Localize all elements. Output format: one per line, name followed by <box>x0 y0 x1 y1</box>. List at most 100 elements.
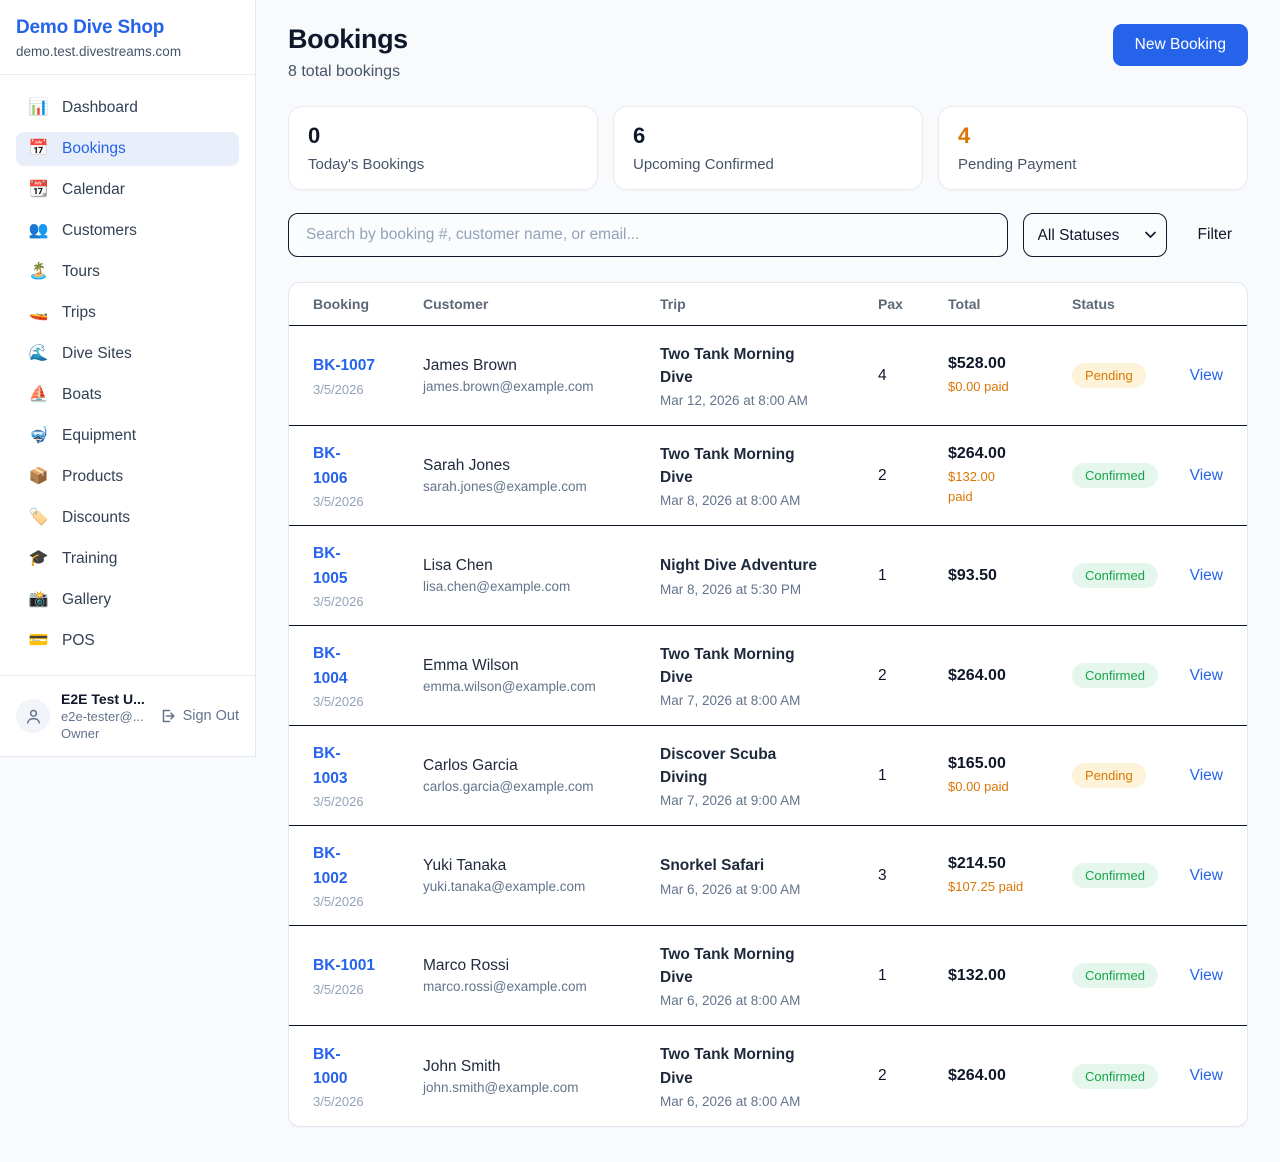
customer-email: yuki.tanaka@example.com <box>423 879 586 894</box>
paid-amount: $0.00 paid <box>948 778 1009 794</box>
sidebar-item-boats[interactable]: ⛵ Boats <box>16 378 239 412</box>
trip-name: Two Tank Morning Dive <box>660 645 795 686</box>
sidebar-item-dive-sites[interactable]: 🌊 Dive Sites <box>16 337 239 371</box>
filter-button[interactable]: Filter <box>1182 226 1248 244</box>
customer-name: Yuki Tanaka <box>423 857 507 874</box>
stat-value: 6 <box>633 123 646 148</box>
view-link[interactable]: View <box>1189 666 1223 684</box>
view-link[interactable]: View <box>1189 966 1223 984</box>
total-cell: $93.50 <box>948 567 1072 585</box>
pax-value: 1 <box>878 766 887 784</box>
sign-out-button[interactable]: Sign Out <box>160 708 239 724</box>
customer-cell: Emma Wilson emma.wilson@example.com <box>423 657 660 694</box>
total-cell: $264.00 <box>948 1067 1072 1085</box>
stat-label: Upcoming Confirmed <box>633 156 774 173</box>
new-booking-button[interactable]: New Booking <box>1112 24 1248 66</box>
customer-name: James Brown <box>423 357 517 374</box>
view-link[interactable]: View <box>1189 766 1223 784</box>
sidebar-item-tours[interactable]: 🏝️ Tours <box>16 255 239 289</box>
page-title-block: Bookings 8 total bookings <box>288 24 408 81</box>
sidebar-item-gallery[interactable]: 📸 Gallery <box>16 583 239 617</box>
camera-icon: 📸 <box>28 591 49 608</box>
trip-cell: Night Dive Adventure Mar 8, 2026 at 5:30… <box>660 554 878 596</box>
sidebar-item-discounts[interactable]: 🏷️ Discounts <box>16 501 239 535</box>
trip-cell: Two Tank Morning Dive Mar 6, 2026 at 8:0… <box>660 943 878 1009</box>
customer-name: Sarah Jones <box>423 457 511 474</box>
booking-number-link[interactable]: BK-1003 <box>313 745 348 787</box>
pax-value: 1 <box>878 966 887 984</box>
sidebar-item-trips[interactable]: 🚤 Trips <box>16 296 239 330</box>
trip-datetime: Mar 8, 2026 at 8:00 AM <box>660 493 801 509</box>
pax-value: 2 <box>878 466 887 484</box>
sidebar-item-label: Discounts <box>62 509 131 526</box>
filters-row: All Statuses Filter <box>288 213 1248 257</box>
booking-row: BK-1003 3/5/2026 Carlos Garcia carlos.ga… <box>289 726 1247 826</box>
trip-datetime: Mar 6, 2026 at 8:00 AM <box>660 993 801 1009</box>
calendar-icon: 📆 <box>28 181 49 198</box>
main-content: Bookings 8 total bookings New Booking 0 … <box>256 0 1280 1159</box>
trip-name: Two Tank Morning Dive <box>660 1046 795 1087</box>
page-title: Bookings <box>288 24 408 54</box>
sidebar-item-label: Dashboard <box>62 99 138 116</box>
total-amount: $214.50 <box>948 854 1006 872</box>
status-cell: Confirmed <box>1072 1063 1163 1089</box>
total-amount: $264.00 <box>948 666 1006 684</box>
sidebar-item-customers[interactable]: 👥 Customers <box>16 214 239 248</box>
total-amount: $132.00 <box>948 966 1006 984</box>
status-badge: Confirmed <box>1072 463 1158 488</box>
booking-number-link[interactable]: BK-1000 <box>313 1045 348 1087</box>
package-icon: 📦 <box>28 468 49 485</box>
stat-label: Pending Payment <box>958 156 1077 173</box>
booking-number-link[interactable]: BK-1002 <box>313 845 348 887</box>
booking-date: 3/5/2026 <box>313 493 364 509</box>
view-link[interactable]: View <box>1189 1067 1223 1084</box>
customer-cell: Lisa Chen lisa.chen@example.com <box>423 557 660 594</box>
trip-name: Snorkel Safari <box>660 857 765 875</box>
booking-number-link[interactable]: BK-1005 <box>313 545 348 587</box>
graduation-cap-icon: 🎓 <box>28 550 49 567</box>
total-cell: $132.00 <box>948 967 1072 985</box>
user-name: E2E Test U... <box>61 691 145 707</box>
total-amount: $93.50 <box>948 566 997 584</box>
view-link[interactable]: View <box>1189 566 1223 584</box>
sidebar-item-training[interactable]: 🎓 Training <box>16 542 239 576</box>
sidebar-item-calendar[interactable]: 📆 Calendar <box>16 173 239 207</box>
status-cell: Confirmed <box>1072 863 1163 888</box>
booking-date: 3/5/2026 <box>313 793 364 809</box>
search-input[interactable] <box>288 213 1008 257</box>
booking-number-link[interactable]: BK-1001 <box>313 957 376 975</box>
sidebar-item-equipment[interactable]: 🤿 Equipment <box>16 419 239 453</box>
sidebar-item-bookings[interactable]: 📅 Bookings <box>16 132 239 166</box>
sidebar-item-dashboard[interactable]: 📊 Dashboard <box>16 91 239 125</box>
bookings-table: Booking Customer Trip Pax Total Status B… <box>288 282 1248 1127</box>
view-link[interactable]: View <box>1189 366 1223 384</box>
trip-datetime: Mar 7, 2026 at 9:00 AM <box>660 793 801 809</box>
stat-value: 0 <box>308 123 321 148</box>
trip-cell: Discover Scuba Diving Mar 7, 2026 at 9:0… <box>660 743 878 809</box>
status-select[interactable]: All Statuses <box>1022 213 1167 257</box>
customer-cell: James Brown james.brown@example.com <box>423 357 660 394</box>
status-badge: Confirmed <box>1072 1063 1158 1089</box>
view-link[interactable]: View <box>1189 466 1223 484</box>
sidebar-item-label: Tours <box>62 263 100 280</box>
sidebar-item-pos[interactable]: 💳 POS <box>16 624 239 658</box>
avatar <box>16 699 50 733</box>
island-icon: 🏝️ <box>28 263 49 280</box>
dashboard-icon: 📊 <box>28 99 49 116</box>
column-header-total: Total <box>948 296 981 312</box>
sidebar-item-products[interactable]: 📦 Products <box>16 460 239 494</box>
pax-value: 2 <box>878 1067 887 1084</box>
booking-number-link[interactable]: BK-1004 <box>313 645 348 687</box>
booking-number-link[interactable]: BK-1007 <box>313 357 376 375</box>
table-header-row: Booking Customer Trip Pax Total Status <box>289 283 1247 326</box>
booking-number-link[interactable]: BK-1006 <box>313 445 348 487</box>
total-cell: $264.00 $132.00 paid <box>948 445 1072 506</box>
booking-row: BK-1002 3/5/2026 Yuki Tanaka yuki.tanaka… <box>289 826 1247 926</box>
user-role: Owner <box>61 726 100 741</box>
sidebar-item-label: Trips <box>62 304 96 321</box>
booking-date: 3/5/2026 <box>313 893 364 909</box>
view-link[interactable]: View <box>1189 866 1223 884</box>
diving-mask-icon: 🤿 <box>28 427 49 444</box>
customer-name: Marco Rossi <box>423 957 510 974</box>
customer-cell: Marco Rossi marco.rossi@example.com <box>423 957 660 994</box>
